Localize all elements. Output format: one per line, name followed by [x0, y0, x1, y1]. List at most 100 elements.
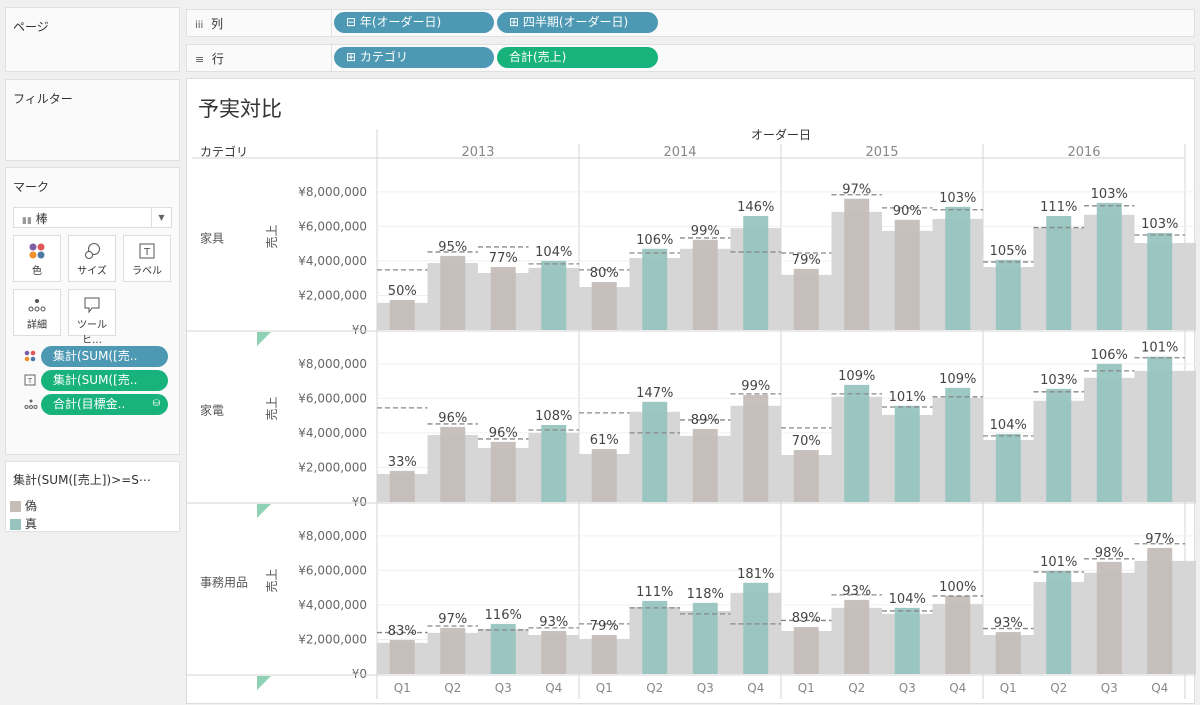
rows-shelf-label: ≡ 行	[187, 45, 332, 71]
y-tick-label: ¥6,000,000	[298, 391, 367, 405]
data-label: 109%	[838, 369, 875, 384]
data-label: 101%	[1040, 555, 1077, 570]
bar-mark	[1147, 232, 1173, 330]
quarter-label: Q2	[444, 681, 461, 695]
data-label: 79%	[792, 253, 821, 268]
y-tick-label: ¥2,000,000	[298, 632, 367, 646]
data-label: 99%	[741, 379, 770, 394]
data-label: 100%	[939, 580, 976, 595]
label-button[interactable]: T ラベル	[123, 235, 171, 282]
color-button[interactable]: 色	[13, 235, 61, 282]
data-label: 103%	[939, 191, 976, 206]
bar-mark	[541, 630, 567, 674]
quarter-label: Q2	[848, 681, 865, 695]
data-label: 89%	[691, 413, 720, 428]
bar-mark	[440, 627, 466, 674]
data-label: 103%	[1141, 217, 1178, 232]
data-label: 33%	[388, 455, 417, 470]
quarter-label: Q2	[646, 681, 663, 695]
bar-mark	[389, 639, 415, 674]
data-label: 97%	[1145, 532, 1174, 547]
bar-mark	[642, 401, 668, 502]
legend-item-false[interactable]: 偽	[10, 497, 37, 513]
legend-swatch	[10, 501, 21, 512]
y-axis-title: 売上	[264, 396, 279, 420]
data-label: 97%	[438, 612, 467, 627]
marks-title: マーク	[13, 180, 50, 194]
quarter-label: Q1	[394, 681, 411, 695]
y-tick-label: ¥8,000,000	[298, 185, 367, 199]
bar-mark	[440, 426, 466, 502]
bar-mark	[844, 384, 870, 502]
y-tick-label: ¥8,000,000	[298, 529, 367, 543]
detail-button[interactable]: 詳細	[13, 289, 61, 336]
chevron-down-icon: ▼	[151, 208, 171, 227]
filters-title: フィルター	[13, 92, 73, 106]
row-resize-marker	[257, 676, 271, 690]
tooltip-button[interactable]: ツールヒ…	[68, 289, 116, 346]
data-label: 90%	[893, 204, 922, 219]
bar-mark	[743, 216, 769, 330]
bar-mark	[1046, 216, 1072, 330]
legend-item-true[interactable]: 真	[10, 515, 37, 531]
bar-mark	[591, 634, 617, 674]
row-category-label: 家電	[200, 403, 224, 418]
bar-mark	[894, 405, 920, 502]
pill-year-order-date[interactable]: ⊟ 年(オーダー日)	[334, 12, 494, 33]
row-resize-marker	[257, 504, 271, 518]
pill-quarter-order-date[interactable]: ⊞ 四半期(オーダー日)	[497, 12, 658, 33]
data-label: 70%	[792, 434, 821, 449]
datasource-icon: ⛁	[152, 399, 160, 409]
y-tick-label: ¥4,000,000	[298, 254, 367, 268]
bar-mark	[490, 441, 516, 502]
data-label: 96%	[438, 411, 467, 426]
bar-mark	[692, 602, 718, 674]
data-label: 101%	[1141, 341, 1178, 356]
quarter-label: Q4	[747, 681, 764, 695]
pill-category[interactable]: ⊞ カテゴリ	[334, 47, 494, 68]
tooltip-icon	[69, 296, 115, 316]
columns-shelf-label: iii 列	[187, 10, 332, 36]
bar-mark	[642, 248, 668, 330]
data-label: 116%	[485, 608, 522, 623]
bar-mark	[945, 595, 971, 674]
viz-area: 予実対比 オーダー日 カテゴリ 2013 Q1 Q2 Q3 Q4 2014 Q1 Q2 Q3 Q4 20…	[186, 78, 1196, 704]
label-icon: T	[124, 242, 170, 262]
data-label: 103%	[1040, 373, 1077, 388]
label-icon: T	[24, 374, 36, 389]
data-label: 77%	[489, 251, 518, 266]
bar-mark	[793, 627, 819, 674]
data-label: 108%	[535, 409, 572, 424]
data-label: 95%	[438, 240, 467, 255]
y-tick-label: ¥2,000,000	[298, 288, 367, 302]
bar-mark	[1096, 363, 1122, 502]
pill-sum-sales[interactable]: 合計(売上)	[497, 47, 658, 68]
y-axis-title: 売上	[264, 568, 279, 592]
bar-mark	[945, 206, 971, 330]
mark-type-dropdown[interactable]: ▮▮ 棒 ▼	[13, 207, 172, 228]
row-resize-marker	[257, 332, 271, 346]
marks-pill-detail[interactable]: 合計(目標金.. ⛁	[41, 394, 168, 415]
data-label: 104%	[889, 592, 926, 607]
pages-card[interactable]: ページ	[5, 7, 180, 72]
filters-card[interactable]: フィルター	[5, 79, 180, 161]
data-label: 97%	[842, 183, 871, 198]
y-tick-label: ¥0	[352, 323, 367, 337]
data-label: 111%	[1040, 200, 1077, 215]
marks-pill-label[interactable]: 集計(SUM([売..	[41, 370, 168, 391]
color-label: 色	[32, 266, 42, 277]
bar-mark	[490, 266, 516, 330]
data-label: 101%	[889, 390, 926, 405]
y-tick-label: ¥4,000,000	[298, 598, 367, 612]
marks-pill-color[interactable]: 集計(SUM([売..	[41, 346, 168, 367]
bar-mark	[1096, 202, 1122, 330]
bar-mark	[1046, 570, 1072, 674]
quarter-label: Q3	[697, 681, 714, 695]
data-label: 118%	[687, 587, 724, 602]
data-label: 99%	[691, 224, 720, 239]
size-button[interactable]: サイズ	[68, 235, 116, 282]
y-axis-title: 売上	[264, 224, 279, 248]
detail-label: 詳細	[27, 320, 47, 331]
data-label: 111%	[636, 585, 673, 600]
row-header-title: カテゴリ	[200, 144, 248, 159]
